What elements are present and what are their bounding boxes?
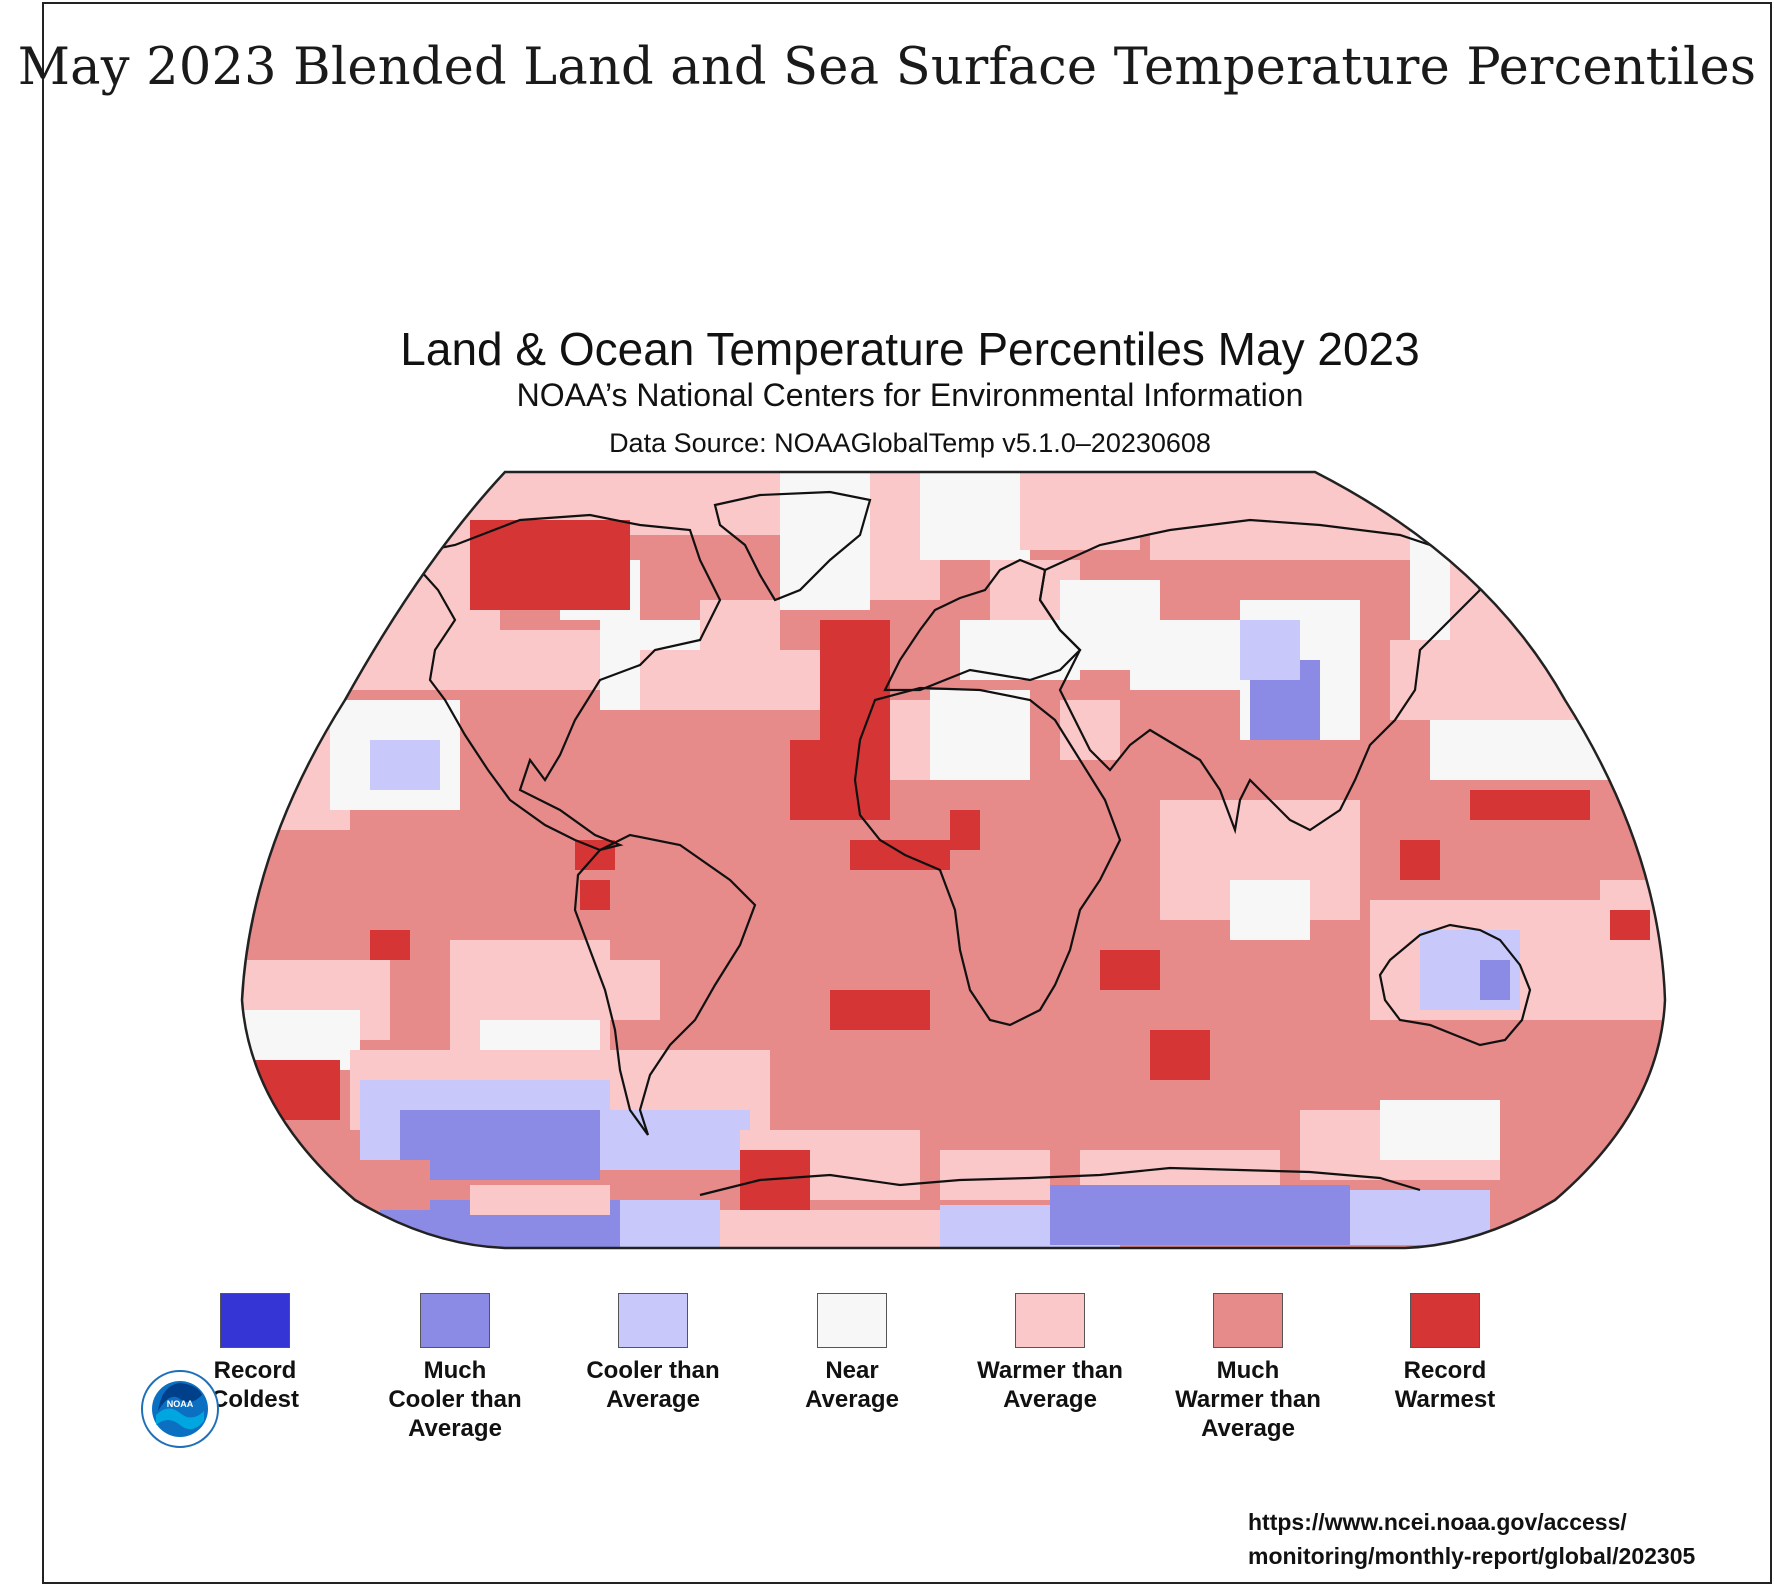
australia-outline xyxy=(1378,923,1532,1047)
grid-cell xyxy=(370,740,440,790)
grid-cell xyxy=(1380,1100,1500,1160)
grid-cell xyxy=(940,1150,1050,1200)
grid-cell xyxy=(620,1200,720,1248)
legend-item: Record Coldest xyxy=(170,1293,340,1414)
grid-cell xyxy=(1050,1185,1350,1245)
map-border xyxy=(240,470,1667,1250)
legend-swatch xyxy=(420,1293,490,1348)
legend-item: Near Average xyxy=(767,1293,937,1414)
legend-item: Much Cooler than Average xyxy=(370,1293,540,1443)
legend-item: Warmer than Average xyxy=(965,1293,1135,1414)
legend-swatch xyxy=(1213,1293,1283,1348)
legend-label: Much Cooler than Average xyxy=(388,1357,522,1442)
grid-cell xyxy=(250,1060,340,1120)
grid-cell xyxy=(600,960,660,1020)
grid-cell xyxy=(1600,880,1665,1020)
page-headline: May 2023 Blended Land and Sea Surface Te… xyxy=(17,38,1757,97)
legend-label: Much Warmer than Average xyxy=(1175,1357,1321,1442)
grid-cell xyxy=(830,990,930,1030)
legend-item: Cooler than Average xyxy=(568,1293,738,1414)
grid-cell xyxy=(1400,840,1440,880)
grid-cell xyxy=(780,520,850,580)
grid-cell xyxy=(1470,790,1590,820)
legend-swatch xyxy=(817,1293,887,1348)
noaa-logo: NOAA xyxy=(141,1370,219,1448)
grid-cell xyxy=(580,880,610,910)
grid-cell xyxy=(400,1110,600,1180)
grid-cell xyxy=(242,640,270,670)
grid-cell xyxy=(1150,480,1410,560)
grid-cell xyxy=(500,630,610,690)
grid-cell xyxy=(850,840,950,870)
grid-cell xyxy=(1130,620,1240,690)
map-data-source: Data Source: NOAAGlobalTemp v5.1.0–20230… xyxy=(609,428,1211,458)
grid-cell xyxy=(1020,472,1140,550)
grid-cell xyxy=(1150,1030,1210,1080)
grid-cell xyxy=(470,520,630,610)
antarctica-outline xyxy=(699,1166,1421,1197)
grid-cell xyxy=(930,690,1030,780)
map-title: Land & Ocean Temperature Percentiles May… xyxy=(400,323,1420,375)
legend-item: Record Warmest xyxy=(1360,1293,1530,1414)
legend-swatch xyxy=(1410,1293,1480,1348)
grid-cell xyxy=(600,1110,750,1170)
grid-cell xyxy=(950,810,980,850)
noaa-logo-text: NOAA xyxy=(167,1399,194,1409)
north-america-outline xyxy=(402,513,722,852)
grid-cell xyxy=(1350,1190,1490,1245)
grid-cell xyxy=(1230,880,1310,940)
map-subtitle: NOAA’s National Centers for Environmenta… xyxy=(516,377,1304,413)
grid-cell xyxy=(470,1185,610,1215)
grid-cell xyxy=(1390,640,1665,720)
report-url[interactable]: https://www.ncei.noaa.gov/access/ monito… xyxy=(1248,1509,1696,1569)
grid-cell xyxy=(700,600,780,660)
legend-label: Cooler than Average xyxy=(586,1357,720,1413)
grid-cell xyxy=(1480,960,1510,1000)
africa-outline xyxy=(853,686,1122,1027)
legend-swatch xyxy=(618,1293,688,1348)
grid-cell xyxy=(1100,950,1160,990)
grid-cell xyxy=(242,1160,430,1210)
legend-swatch xyxy=(1015,1293,1085,1348)
legend-swatch xyxy=(220,1293,290,1348)
legend-label: Near Average xyxy=(805,1357,899,1413)
grid-cell xyxy=(920,472,1030,560)
legend-label: Record Coldest xyxy=(210,1357,299,1413)
legend-label: Warmer than Average xyxy=(977,1357,1123,1413)
grid-cell xyxy=(720,1210,940,1248)
grid-cell xyxy=(1430,720,1660,780)
south-america-outline xyxy=(573,833,757,1136)
grid-cell xyxy=(1610,910,1650,940)
greenland-outline xyxy=(713,490,872,602)
legend-label: Record Warmest xyxy=(1394,1357,1496,1413)
legend-item: Much Warmer than Average xyxy=(1163,1293,1333,1443)
percentile-grid xyxy=(242,472,1665,1248)
grid-cell xyxy=(790,740,840,820)
grid-cell xyxy=(1240,620,1300,680)
grid-cell xyxy=(370,930,410,960)
